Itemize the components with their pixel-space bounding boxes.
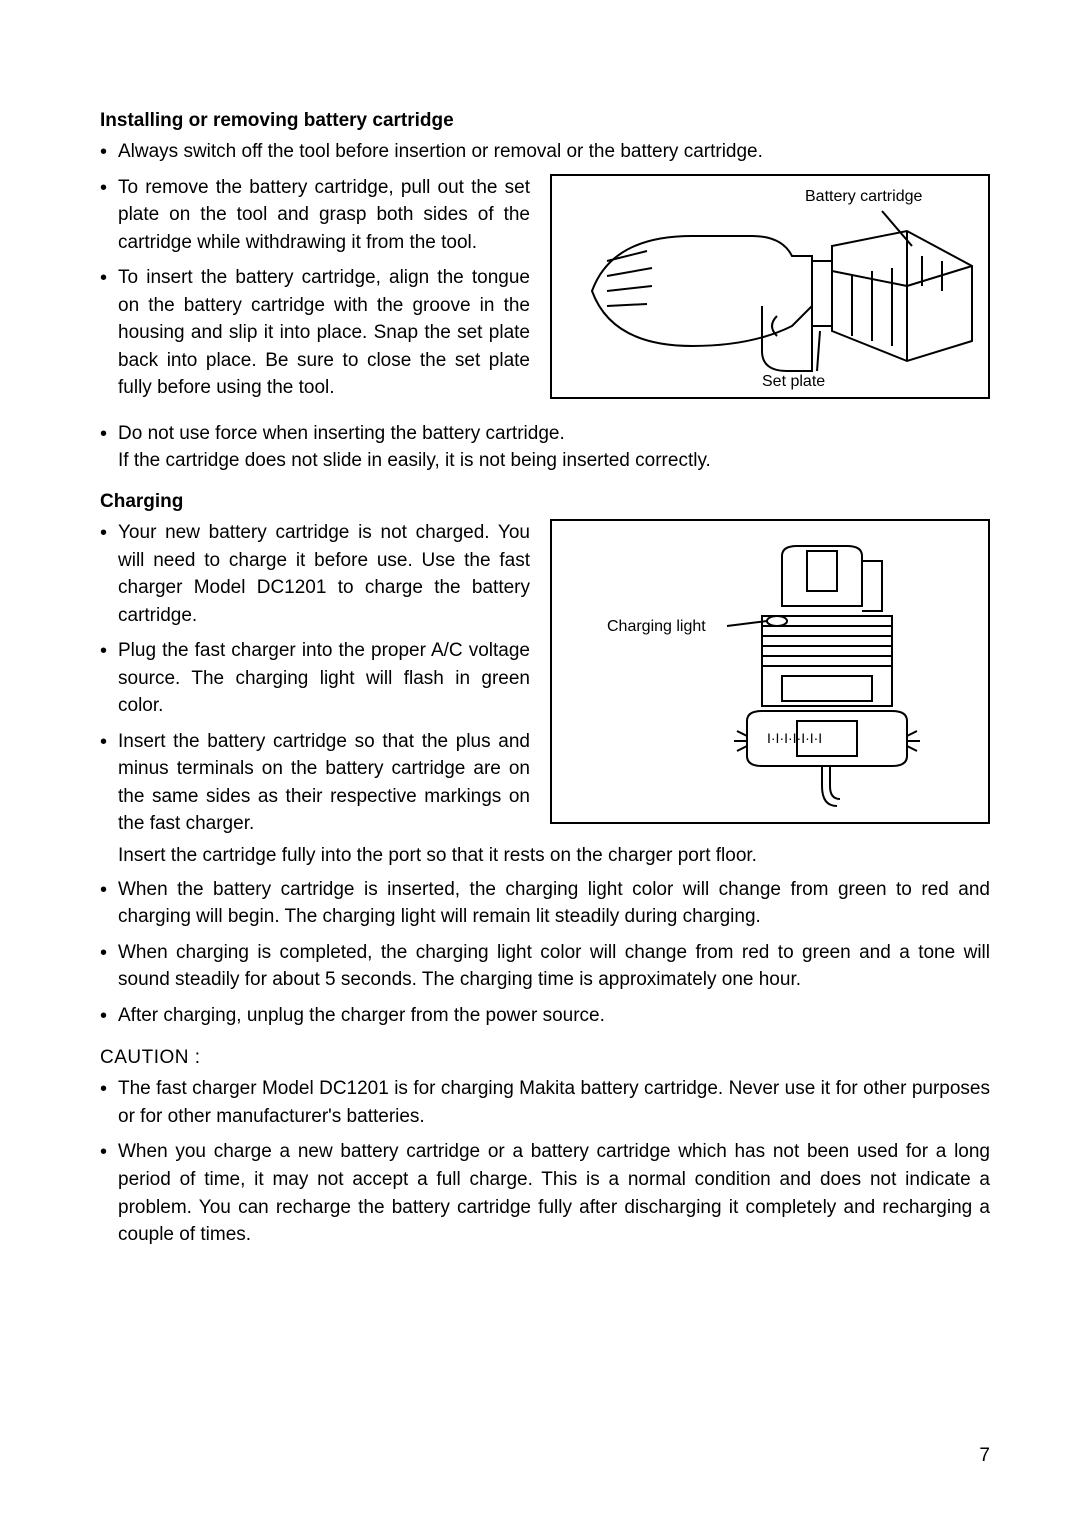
list-item: Insert the battery cartridge so that the… (100, 728, 540, 838)
list-item: When the battery cartridge is inserted, … (100, 876, 990, 931)
list-item: Plug the fast charger into the proper A/… (100, 637, 540, 720)
list-item: Always switch off the tool before insert… (100, 138, 990, 166)
manual-page: Installing or removing battery cartridge… (0, 0, 1080, 1537)
charger-diagram-svg: І·І·І·І·І·І·І Charging light (552, 521, 988, 822)
list-item: After charging, unplug the charger from … (100, 1002, 990, 1030)
section2-title: Charging (100, 491, 990, 513)
caution-title: CAUTION : (100, 1047, 990, 1069)
list-item: To insert the battery cartridge, align t… (100, 264, 540, 402)
bullet3-continuation: Insert the cartridge fully into the port… (100, 842, 990, 870)
section2-narrow-list: Your new battery cartridge is not charge… (100, 519, 540, 838)
drill-diagram-svg: Battery cartridge Set plate (552, 176, 988, 397)
fig1-label-setplate: Set plate (762, 373, 825, 390)
page-number: 7 (979, 1445, 990, 1467)
figure-battery-cartridge: Battery cartridge Set plate (550, 174, 990, 399)
fig2-label-charginglight: Charging light (607, 618, 706, 635)
list-item: When charging is completed, the charging… (100, 939, 990, 994)
list-item: The fast charger Model DC1201 is for cha… (100, 1075, 990, 1130)
list-item: Do not use force when inserting the batt… (100, 420, 990, 475)
section1-body: Battery cartridge Set plate To remove th… (100, 174, 990, 410)
fig1-label-battery: Battery cartridge (805, 188, 922, 205)
section2-full-list: When the battery cartridge is inserted, … (100, 876, 990, 1030)
section2-body: І·І·І·І·І·І·І Charging light Your new ba… (100, 519, 990, 846)
list-item: When you charge a new battery cartridge … (100, 1138, 990, 1248)
bullet-text: Do not use force when inserting the batt… (118, 423, 565, 444)
section1-narrow-list: To remove the battery cartridge, pull ou… (100, 174, 540, 402)
caution-list: The fast charger Model DC1201 is for cha… (100, 1075, 990, 1248)
list-item: To remove the battery cartridge, pull ou… (100, 174, 540, 257)
list-item: Your new battery cartridge is not charge… (100, 519, 540, 629)
svg-text:І·І·І·І·І·І·І: І·І·І·І·І·І·І (767, 730, 822, 746)
section1-title: Installing or removing battery cartridge (100, 110, 990, 132)
section1-after-list: Do not use force when inserting the batt… (100, 420, 990, 475)
figure-charger: І·І·І·І·І·І·І Charging light (550, 519, 990, 824)
bullet-subtext: If the cartridge does not slide in easil… (118, 447, 990, 475)
section1-intro-list: Always switch off the tool before insert… (100, 138, 990, 166)
